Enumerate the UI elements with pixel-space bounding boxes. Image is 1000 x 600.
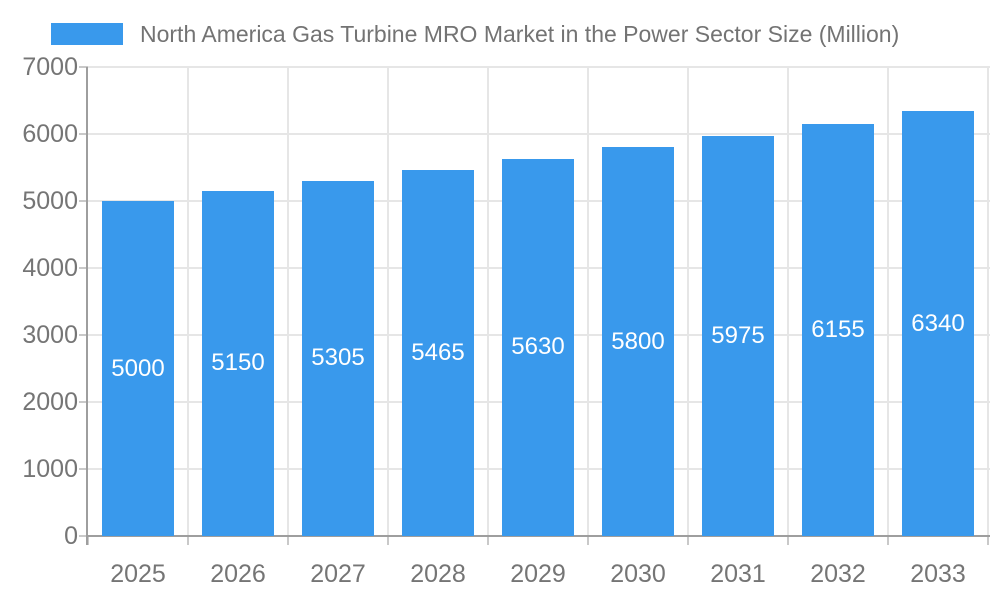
y-tick-label: 1000 [22, 455, 78, 483]
y-tick-label: 0 [64, 522, 78, 550]
y-axis-tick [79, 334, 88, 336]
x-tick-label: 2025 [110, 560, 166, 588]
x-axis-tick [487, 536, 489, 545]
x-axis-line [86, 535, 990, 537]
x-gridline [387, 67, 389, 536]
y-axis-tick [79, 66, 88, 68]
x-axis-tick [187, 536, 189, 545]
x-tick-label: 2026 [210, 560, 266, 588]
x-gridline [987, 67, 989, 536]
bar [902, 111, 974, 536]
y-axis-line [86, 67, 88, 545]
bar-value-label: 5630 [511, 333, 565, 360]
chart-title: North America Gas Turbine MRO Market in … [140, 20, 900, 47]
x-gridline [487, 67, 489, 536]
y-gridline [88, 66, 990, 68]
bar [502, 159, 574, 536]
x-tick-label: 2029 [510, 560, 566, 588]
x-gridline [687, 67, 689, 536]
x-axis-tick [87, 536, 89, 545]
y-tick-label: 5000 [22, 187, 78, 215]
x-tick-label: 2031 [710, 560, 766, 588]
bar [702, 136, 774, 536]
y-axis-tick [79, 133, 88, 135]
legend-item[interactable]: North America Gas Turbine MRO Market in … [51, 17, 899, 51]
x-tick-label: 2030 [610, 560, 666, 588]
bar [102, 201, 174, 536]
y-axis-tick [79, 468, 88, 470]
bar-value-label: 5975 [711, 322, 765, 349]
x-tick-label: 2028 [410, 560, 466, 588]
x-gridline [587, 67, 589, 536]
x-axis-tick [587, 536, 589, 545]
y-tick-label: 4000 [22, 254, 78, 282]
x-tick-label: 2027 [310, 560, 366, 588]
bar-value-label: 5465 [411, 339, 465, 366]
legend-swatch-icon [51, 23, 123, 45]
x-gridline [187, 67, 189, 536]
y-gridline [88, 133, 990, 135]
bar-value-label: 6155 [811, 316, 865, 343]
x-axis-tick [387, 536, 389, 545]
y-tick-label: 3000 [22, 321, 78, 349]
bar [302, 181, 374, 536]
bar [202, 191, 274, 536]
bar-value-label: 5150 [211, 349, 265, 376]
y-axis-tick [79, 401, 88, 403]
x-gridline [787, 67, 789, 536]
y-axis-tick [79, 200, 88, 202]
y-tick-label: 7000 [22, 53, 78, 81]
bar-value-label: 5800 [611, 328, 665, 355]
y-axis-tick [79, 267, 88, 269]
x-gridline [287, 67, 289, 536]
x-tick-label: 2033 [910, 560, 966, 588]
bar-value-label: 6340 [911, 310, 965, 337]
y-tick-label: 2000 [22, 388, 78, 416]
x-tick-label: 2032 [810, 560, 866, 588]
bar [802, 124, 874, 536]
y-axis-tick [79, 535, 88, 537]
x-axis-tick [287, 536, 289, 545]
bar-value-label: 5305 [311, 344, 365, 371]
y-tick-label: 6000 [22, 120, 78, 148]
x-gridline [887, 67, 889, 536]
x-axis-tick [687, 536, 689, 545]
bar [602, 147, 674, 536]
x-axis-tick [787, 536, 789, 545]
x-axis-tick [987, 536, 989, 545]
bar-value-label: 5000 [111, 355, 165, 382]
bar [402, 170, 474, 536]
x-axis-tick [887, 536, 889, 545]
